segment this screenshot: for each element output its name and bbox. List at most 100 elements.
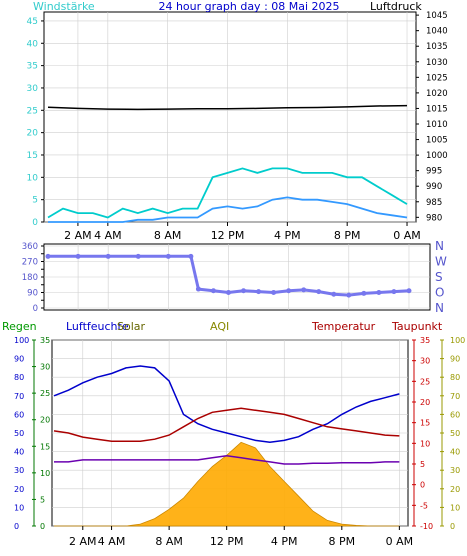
climate-x-tick-label: 0 AM	[386, 535, 414, 548]
climate-axis-tick-label-regen: 30	[14, 466, 24, 475]
direction-left-tick-label: 360	[22, 242, 38, 252]
direction-point	[346, 292, 352, 298]
direction-left-tick-label: 0	[33, 304, 38, 314]
solar-legend-label: Solar	[117, 320, 146, 333]
climate-x-tick-label: 12 PM	[210, 535, 244, 548]
top-right-tick-label: 995	[426, 167, 442, 177]
climate-axis-tick-label-taupunkt: 80	[450, 373, 460, 382]
taupunkt-legend-label: Taupunkt	[391, 320, 443, 333]
direction-right-tick-label: O	[435, 286, 444, 300]
climate-axis-tick-label-temperatur: -5	[420, 501, 428, 510]
climate-axis-tick-label-regen: 70	[14, 392, 24, 401]
climate-axis-tick-label-regen: 0	[14, 522, 19, 531]
top-right-tick-label: 1025	[426, 73, 448, 83]
top-left-tick-label: 5	[32, 196, 38, 206]
climate-x-tick-label: 4 AM	[98, 535, 126, 548]
climate-axis-tick-label-regen: 100	[14, 336, 29, 345]
top-right-tick-label: 985	[426, 198, 442, 208]
direction-point	[241, 288, 247, 294]
direction-point	[376, 290, 382, 295]
top-right-tick-label: 1010	[426, 120, 448, 130]
top-x-tick-label: 2 AM	[64, 229, 92, 242]
climate-x-tick-label: 2 AM	[69, 535, 97, 548]
direction-point	[286, 288, 292, 294]
top-x-tick-label: 8 AM	[154, 229, 182, 242]
climate-axis-tick-label-temperatur: 20	[420, 398, 430, 407]
top-right-axis-title: Luftdruck	[370, 0, 422, 13]
direction-left-axis: 0 90 180 270 360	[22, 242, 44, 314]
direction-left-tick-label: 270	[22, 258, 38, 268]
climate-axis-tick-label-feuchte: 35	[40, 336, 50, 345]
climate-axis-tick-label-regen: 90	[14, 355, 24, 364]
top-right-tick-label: 1045	[426, 11, 448, 21]
climate-axis-tick-label-temperatur: 5	[420, 460, 425, 469]
direction-point	[391, 289, 397, 295]
climate-axis-tick-label-regen: 60	[14, 410, 24, 419]
climate-axis-tick-label-temperatur: -10	[420, 522, 433, 531]
top-x-tick-label: 8 PM	[334, 229, 361, 242]
direction-point	[271, 290, 277, 295]
top-left-tick-label: 10	[27, 173, 39, 183]
luftfeuchte-legend-label: Luftfeuchte	[66, 320, 129, 333]
direction-point	[45, 253, 51, 259]
climate-axis-tick-label-regen: 20	[14, 485, 24, 494]
climate-axis-tick-label-regen: 40	[14, 448, 24, 457]
direction-point	[75, 253, 81, 259]
climate-axis-tick-label-taupunkt: 0	[450, 522, 455, 531]
climate-axis-tick-label-taupunkt: 90	[450, 355, 460, 364]
climate-axis-tick-label-temperatur: 10	[420, 439, 430, 448]
climate-series-line-taupunkt	[54, 454, 400, 465]
top-series-line-luftdruck	[47, 104, 408, 111]
direction-point	[105, 253, 111, 259]
top-right-tick-label: 1035	[426, 42, 448, 52]
direction-point	[301, 287, 307, 293]
top-left-axis-title: Windstärke	[33, 0, 95, 13]
climate-axis-tick-label-taupunkt: 10	[450, 503, 460, 512]
direction-right-tick-label: N	[435, 239, 444, 253]
top-left-axis: 0 5 10 15 20 25 30 35 40 45	[27, 17, 44, 228]
climate-x-axis: 2 AM 4 AM 8 AM 12 PM 4 PM 8 PM 0 AM	[69, 526, 413, 548]
climate-axis-tick-label-taupunkt: 20	[450, 485, 460, 494]
aqi-legend-label: AQI	[210, 320, 229, 333]
direction-point	[361, 290, 367, 296]
top-left-tick-label: 15	[27, 151, 38, 161]
climate-axis-tick-label-feuchte: 15	[40, 442, 50, 451]
climate-axis-tick-label-taupunkt: 60	[450, 410, 460, 419]
climate-axis-tick-label-temperatur: 35	[420, 336, 430, 345]
regen-legend-label: Regen	[2, 320, 37, 333]
climate-axis-tick-label-taupunkt: 100	[450, 336, 465, 345]
direction-point	[316, 289, 322, 295]
top-right-axis: 980 985 990 995 1000 1005 1010 1015 1020 1025 1030…	[416, 11, 448, 223]
direction-right-tick-label: S	[435, 270, 443, 284]
climate-axis-tick-label-temperatur: 25	[420, 377, 430, 386]
direction-left-tick-label: 90	[27, 289, 38, 299]
climate-solar-area	[54, 441, 400, 527]
top-x-tick-label: 0 AM	[393, 229, 421, 242]
direction-point	[210, 288, 216, 294]
top-right-tick-label: 1040	[426, 27, 448, 37]
climate-x-tick-label: 4 PM	[271, 535, 298, 548]
top-series-line-windböen	[47, 167, 408, 219]
top-x-axis: 2 AM 4 AM 8 AM 12 PM 4 PM 8 PM 0 AM	[64, 222, 421, 242]
top-x-tick-label: 12 PM	[211, 229, 245, 242]
direction-point	[135, 253, 141, 259]
climate-x-tick-label: 8 AM	[155, 535, 183, 548]
top-left-tick-label: 20	[27, 129, 39, 139]
temperatur-legend-label: Temperatur	[311, 320, 376, 333]
top-x-tick-label: 4 AM	[94, 229, 122, 242]
top-right-tick-label: 1030	[426, 58, 448, 68]
top-right-tick-label: 1015	[426, 104, 448, 114]
top-left-tick-label: 40	[27, 39, 39, 49]
climate-axis-tick-label-feuchte: 0	[40, 522, 45, 531]
direction-point	[406, 288, 412, 294]
climate-axis-tick-label-temperatur: 0	[420, 481, 425, 490]
top-left-tick-label: 35	[27, 62, 38, 72]
climate-axis-tick-label-feuchte: 5	[40, 495, 45, 504]
climate-axis-tick-label-feuchte: 20	[40, 416, 50, 425]
top-left-tick-label: 45	[27, 17, 38, 27]
climate-series-line-luftfeuchte	[53, 365, 400, 444]
climate-axis-tick-label-temperatur: 15	[420, 419, 430, 428]
direction-point	[188, 253, 194, 259]
